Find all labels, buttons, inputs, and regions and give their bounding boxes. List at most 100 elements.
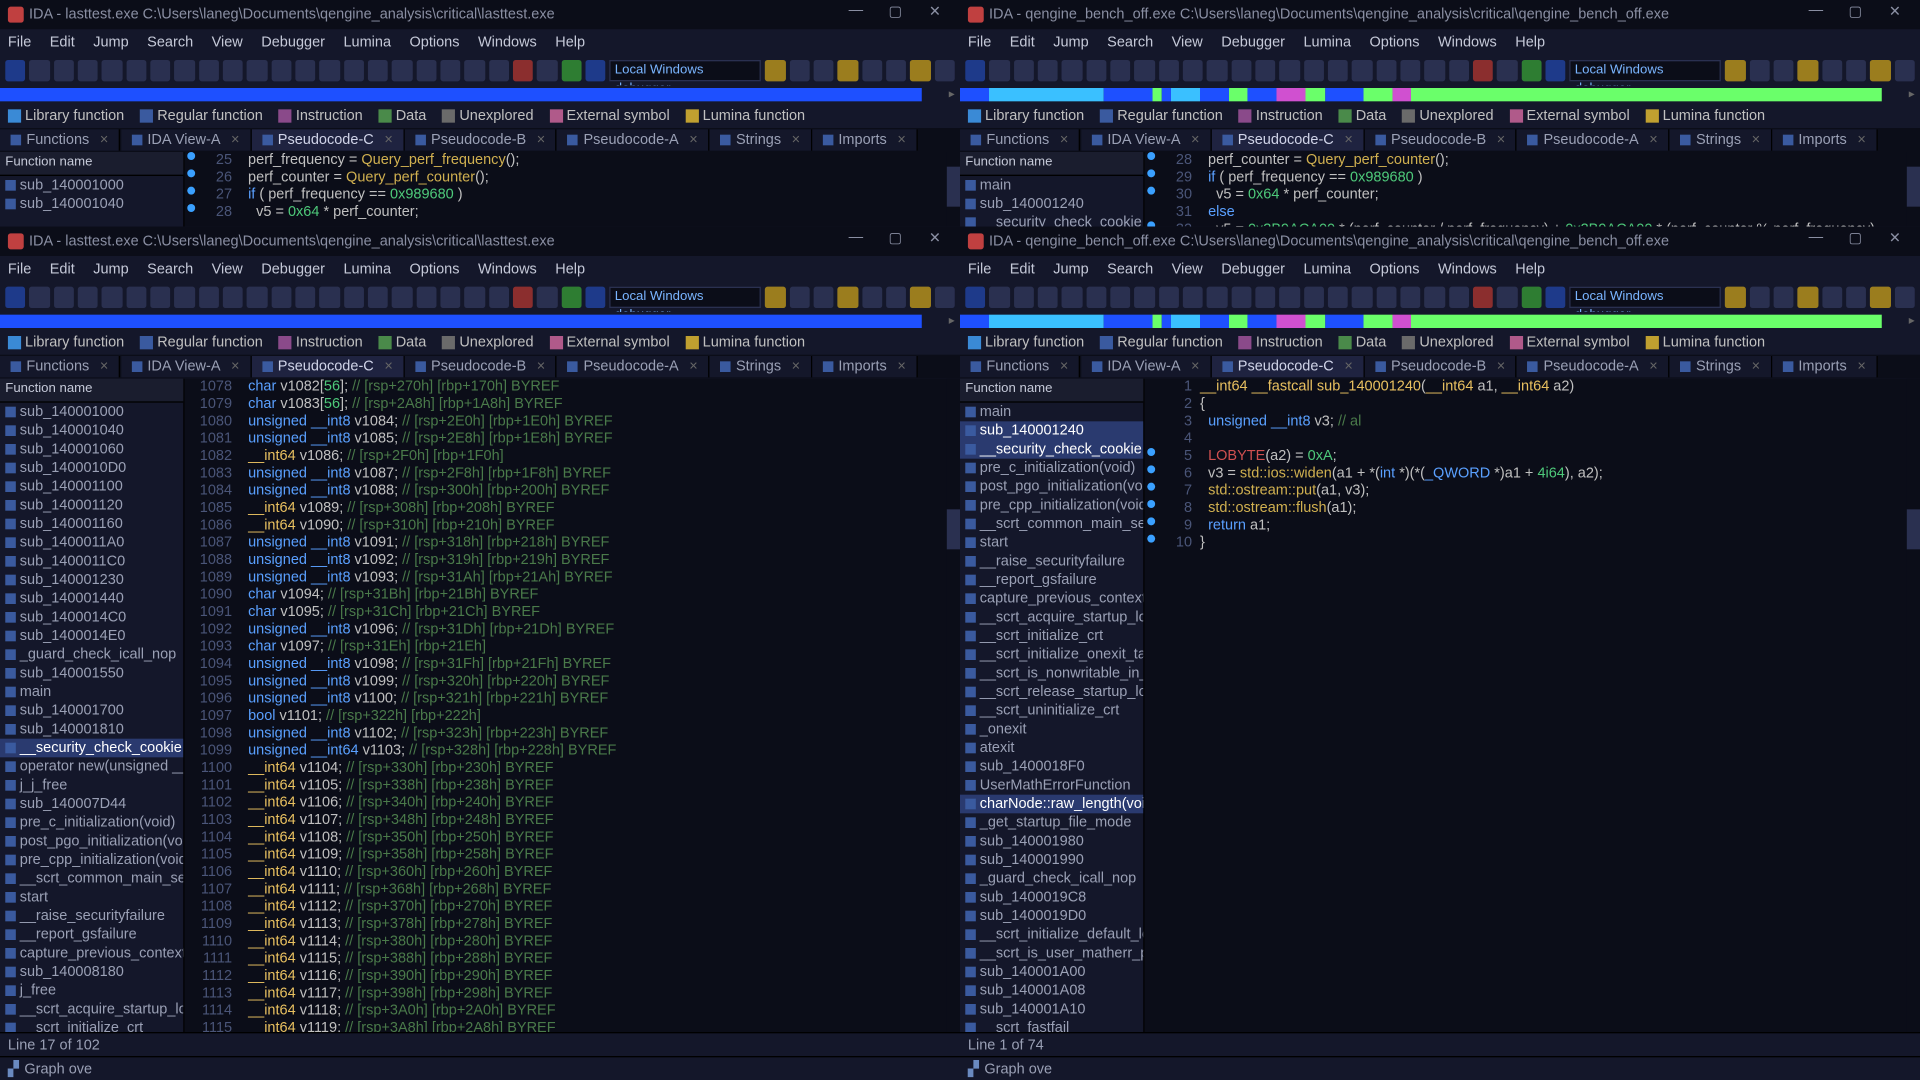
functions-tab[interactable]: Functions× xyxy=(0,356,120,377)
scrollbar[interactable] xyxy=(947,152,960,227)
function-item[interactable]: sub_140001160 xyxy=(0,515,183,534)
code-line[interactable]: 1099 unsigned __int64 v1103; // [rsp+328… xyxy=(185,743,960,760)
tab-ida-view-a[interactable]: IDA View-A× xyxy=(121,129,251,150)
tool-button-6[interactable] xyxy=(150,60,170,81)
menu-help[interactable]: Help xyxy=(555,261,585,277)
tool-button-6[interactable] xyxy=(150,287,170,308)
tool-button-r3[interactable] xyxy=(838,287,858,308)
tool-button-17[interactable] xyxy=(416,60,436,81)
tool-button-15[interactable] xyxy=(368,287,388,308)
menu-jump[interactable]: Jump xyxy=(1053,35,1088,51)
tab-strings[interactable]: Strings× xyxy=(1670,129,1772,150)
function-item[interactable]: __raise_securityfailure xyxy=(960,552,1143,571)
function-item[interactable]: pre_c_initialization(void) xyxy=(0,813,183,832)
tool-button-11[interactable] xyxy=(1231,287,1251,308)
function-name-header[interactable]: Function name xyxy=(0,379,183,403)
code-line[interactable]: 1111 __int64 v1115; // [rsp+388h] [rbp+2… xyxy=(185,951,960,968)
tool-button-r1[interactable] xyxy=(790,60,810,81)
graph-label[interactable]: Graph ove xyxy=(24,1061,92,1077)
menu-lumina[interactable]: Lumina xyxy=(1303,261,1351,277)
tool-button-17[interactable] xyxy=(1376,287,1396,308)
function-item[interactable]: _guard_check_icall_nop xyxy=(960,869,1143,888)
tool-button-r5[interactable] xyxy=(1846,287,1866,308)
tool-button-r7[interactable] xyxy=(935,60,955,81)
tool-button-14[interactable] xyxy=(1304,287,1324,308)
code-line[interactable]: 1084 unsigned __int8 v1088; // [rsp+300h… xyxy=(185,483,960,500)
tool-button-12[interactable] xyxy=(1255,60,1275,81)
function-item[interactable]: j_free xyxy=(0,981,183,1000)
menu-jump[interactable]: Jump xyxy=(93,261,128,277)
function-item[interactable]: __report_gsfailure xyxy=(0,925,183,944)
function-item[interactable]: UserMathErrorFunction xyxy=(960,776,1143,795)
maximize-button[interactable]: ▢ xyxy=(878,3,912,27)
code-view[interactable]: 1078 char v1082[56]; // [rsp+270h] [rbp+… xyxy=(185,379,960,1032)
tool-button-r2[interactable] xyxy=(1774,287,1794,308)
code-line[interactable]: 1081 unsigned __int8 v1085; // [rsp+2E8h… xyxy=(185,431,960,448)
tool-button-3[interactable] xyxy=(78,287,98,308)
tool-button-4[interactable] xyxy=(102,60,122,81)
tab-imports[interactable]: Imports× xyxy=(1772,129,1878,150)
menu-options[interactable]: Options xyxy=(409,261,459,277)
function-item[interactable]: __security_check_cookie xyxy=(960,440,1143,459)
menu-jump[interactable]: Jump xyxy=(93,35,128,51)
code-line[interactable]: 1089 unsigned __int8 v1093; // [rsp+31Ah… xyxy=(185,569,960,586)
tool-button-4[interactable] xyxy=(1062,60,1082,81)
scrollbar[interactable] xyxy=(1907,152,1920,227)
tool-button-r2[interactable] xyxy=(1774,60,1794,81)
tool-button-2[interactable] xyxy=(1014,60,1034,81)
menu-lumina[interactable]: Lumina xyxy=(1303,35,1351,51)
code-line[interactable]: 1109 __int64 v1113; // [rsp+378h] [rbp+2… xyxy=(185,916,960,933)
close-button[interactable]: ✕ xyxy=(918,229,952,253)
menu-view[interactable]: View xyxy=(212,35,243,51)
tool-button-13[interactable] xyxy=(1279,60,1299,81)
function-item[interactable]: sub_1400018F0 xyxy=(960,757,1143,776)
tool-button-9[interactable] xyxy=(1183,60,1203,81)
code-line[interactable]: 25 perf_frequency = Query_perf_frequency… xyxy=(185,152,960,169)
tool-button-15[interactable] xyxy=(1328,60,1348,81)
code-line[interactable]: 2{ xyxy=(1145,396,1920,413)
tool-button-24[interactable] xyxy=(1545,60,1565,81)
tool-button-2[interactable] xyxy=(54,60,74,81)
tool-button-r7[interactable] xyxy=(935,287,955,308)
menu-windows[interactable]: Windows xyxy=(478,261,537,277)
function-item[interactable]: pre_c_initialization(void) xyxy=(960,459,1143,478)
tool-button-19[interactable] xyxy=(464,60,484,81)
function-item[interactable]: pre_cpp_initialization(void) xyxy=(0,851,183,870)
function-item[interactable]: sub_140001700 xyxy=(0,701,183,720)
function-item[interactable]: sub_140001000 xyxy=(0,176,183,195)
function-item[interactable]: __scrt_initialize_default_local_stdio_op… xyxy=(960,925,1143,944)
menu-options[interactable]: Options xyxy=(1369,261,1419,277)
tool-button-4[interactable] xyxy=(1062,287,1082,308)
tool-button-r1[interactable] xyxy=(790,287,810,308)
tool-button-r1[interactable] xyxy=(1750,60,1770,81)
code-line[interactable]: 1088 unsigned __int8 v1092; // [rsp+319h… xyxy=(185,552,960,569)
debugger-select[interactable]: Local Windows debugger xyxy=(1569,60,1721,81)
tool-button-18[interactable] xyxy=(440,60,460,81)
menu-edit[interactable]: Edit xyxy=(50,261,75,277)
code-line[interactable]: 1078 char v1082[56]; // [rsp+270h] [rbp+… xyxy=(185,379,960,396)
function-item[interactable]: _get_startup_file_mode xyxy=(960,813,1143,832)
menu-lumina[interactable]: Lumina xyxy=(343,261,391,277)
function-name-header[interactable]: Function name xyxy=(0,152,183,176)
tool-button-23[interactable] xyxy=(1521,287,1541,308)
menu-file[interactable]: File xyxy=(8,261,31,277)
code-line[interactable]: 9 return a1; xyxy=(1145,517,1920,534)
function-item[interactable]: __security_check_cookie xyxy=(960,213,1143,226)
tool-button-23[interactable] xyxy=(1521,60,1541,81)
function-item[interactable]: __scrt_initialize_crt xyxy=(0,1019,183,1032)
menu-windows[interactable]: Windows xyxy=(1438,261,1497,277)
code-line[interactable]: 1092 unsigned __int8 v1096; // [rsp+31Dh… xyxy=(185,621,960,638)
code-line[interactable]: 6 v3 = std::ios::widen(a1 + *(int *)(*(_… xyxy=(1145,465,1920,482)
function-name-header[interactable]: Function name xyxy=(960,379,1143,403)
code-line[interactable]: 1098 unsigned __int8 v1102; // [rsp+323h… xyxy=(185,725,960,742)
function-item[interactable]: _onexit xyxy=(960,720,1143,739)
function-item[interactable]: __scrt_fastfail xyxy=(960,1019,1143,1032)
tool-button-r5[interactable] xyxy=(1846,60,1866,81)
menu-search[interactable]: Search xyxy=(1107,261,1153,277)
code-line[interactable]: 1108 __int64 v1112; // [rsp+370h] [rbp+2… xyxy=(185,899,960,916)
function-item[interactable]: capture_previous_context xyxy=(0,944,183,963)
tool-button-r6[interactable] xyxy=(910,287,930,308)
menu-windows[interactable]: Windows xyxy=(1438,35,1497,51)
tool-button-13[interactable] xyxy=(319,60,339,81)
tab-pseudocode-a[interactable]: Pseudocode-A× xyxy=(1517,356,1669,377)
